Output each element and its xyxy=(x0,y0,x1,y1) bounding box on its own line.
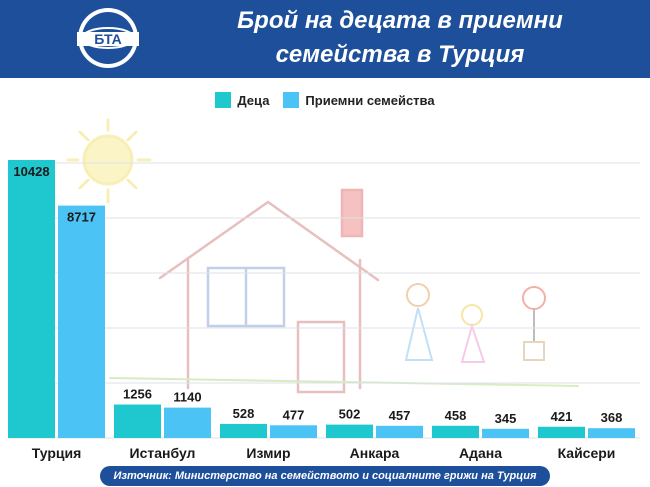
data-label: 1140 xyxy=(173,390,201,405)
data-label: 1256 xyxy=(123,387,152,402)
chart-legend: Деца Приемни семейства xyxy=(0,92,650,108)
bta-logo: БТА xyxy=(77,8,139,68)
chart-bars xyxy=(8,160,635,438)
sun-icon xyxy=(66,118,152,204)
data-label: 10428 xyxy=(13,164,49,179)
category-label: Измир xyxy=(246,445,290,461)
bar-families-0 xyxy=(58,205,105,438)
house-icon xyxy=(158,188,380,394)
data-label: 458 xyxy=(445,408,467,423)
category-label: Турция xyxy=(32,445,82,461)
bar-families-2 xyxy=(270,425,317,438)
bar-children-4 xyxy=(432,425,479,438)
bar-children-1 xyxy=(114,404,161,438)
bar-families-1 xyxy=(164,407,211,438)
legend-label-families: Приемни семейства xyxy=(305,92,435,108)
bar-chart: 10428 8717 Турция 1256 1140 Истанбул 528 477 Изм… xyxy=(8,118,640,461)
data-label: 345 xyxy=(495,411,517,426)
data-label: 502 xyxy=(339,407,361,422)
category-label: Истанбул xyxy=(130,445,196,461)
data-label: 477 xyxy=(283,407,305,422)
family-figures-icon xyxy=(404,283,546,363)
data-label: 8717 xyxy=(67,210,96,225)
data-label: 457 xyxy=(389,408,411,423)
category-label: Кайсери xyxy=(558,445,616,461)
title-line-1: Брой на децата в приемни xyxy=(237,7,563,34)
bar-families-5 xyxy=(588,428,635,438)
bar-children-5 xyxy=(538,426,585,438)
bar-children-2 xyxy=(220,423,267,438)
grass-line xyxy=(109,377,579,387)
legend-label-children: Деца xyxy=(237,92,270,108)
legend-item-families: Приемни семейства xyxy=(283,92,435,108)
legend-swatch-families xyxy=(283,92,300,108)
svg-text:БТА: БТА xyxy=(94,31,122,47)
chart-labels: 10428 8717 Турция 1256 1140 Истанбул 528 477 Изм… xyxy=(13,164,622,461)
header-banner: БТА Брой на децата в приемни семейства в… xyxy=(0,0,650,78)
data-label: 421 xyxy=(551,409,573,424)
bar-families-4 xyxy=(482,428,529,438)
chart-grid xyxy=(8,162,640,439)
title-line-2: семейства в Турция xyxy=(275,41,525,68)
data-label: 368 xyxy=(601,410,623,425)
category-label: Анкара xyxy=(350,445,400,461)
decorative-drawing xyxy=(66,118,579,394)
legend-item-children: Деца xyxy=(215,92,269,108)
source-note: Източник: Министерство на семейството и … xyxy=(100,466,550,486)
bar-children-3 xyxy=(326,424,373,438)
category-label: Адана xyxy=(459,445,502,461)
page-title: Брой на децата в приемни семейства в Тур… xyxy=(150,4,650,72)
data-label: 528 xyxy=(233,406,255,421)
bar-children-0 xyxy=(8,160,55,438)
legend-swatch-children xyxy=(215,92,232,108)
bar-families-3 xyxy=(376,425,423,438)
